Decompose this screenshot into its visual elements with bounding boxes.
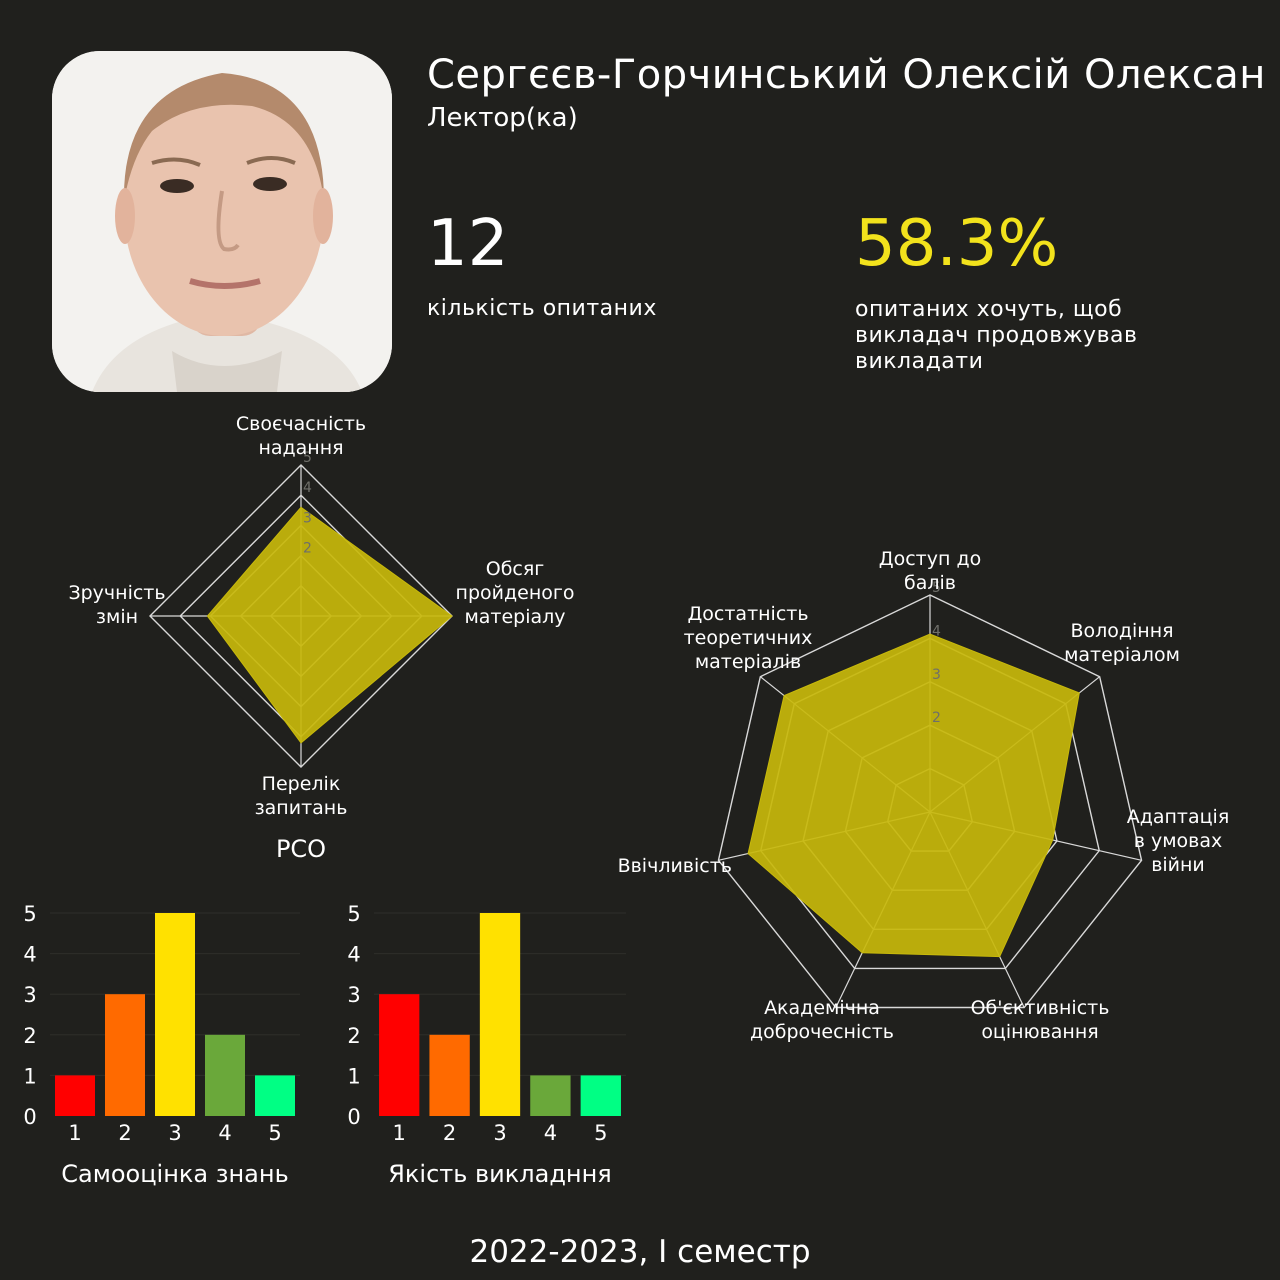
radar-axis-label: змін — [96, 606, 138, 628]
bar-ytick-label: 2 — [23, 1024, 36, 1048]
radar-axis-label: оцінювання — [981, 1021, 1098, 1043]
bar-ytick-label: 3 — [23, 983, 36, 1007]
radar-axis-label: Обсяг — [486, 558, 545, 580]
radar-axis-label: Перелік — [262, 773, 341, 795]
person-portrait-photo-icon — [52, 51, 392, 392]
bar-2 — [105, 994, 145, 1116]
bar-xtick-label: 4 — [544, 1121, 557, 1145]
lecturer-role: Лектор(ка) — [427, 103, 578, 133]
lecturer-name: Сергєєв-Горчинський Олексій Олексан — [427, 52, 1266, 98]
bar-4 — [205, 1034, 245, 1116]
bar-chart-teaching-quality: 0 1 2 3 4 5 1 2 3 4 5 Якість викладння — [347, 902, 626, 1188]
bar-ytick-label: 5 — [23, 902, 36, 926]
radar-axis-label: Академічна — [764, 997, 880, 1019]
radar-tick-label: 5 — [303, 450, 312, 466]
radar-grid-ring — [717, 594, 1143, 1009]
radar-tick-label: 4 — [932, 623, 941, 639]
radar-axis-label: Володіння — [1070, 620, 1173, 642]
radar-axis-label: надання — [258, 437, 343, 459]
radar-data-area — [747, 633, 1080, 958]
bar-xtick-label: 4 — [218, 1121, 231, 1145]
radar-axis-label: запитань — [255, 797, 348, 819]
radar-axis-label: пройденого — [456, 582, 575, 604]
respondents-count-label: кількість опитаних — [427, 296, 657, 321]
bar-xtick-label: 3 — [168, 1121, 181, 1145]
radar-axis-label: балів — [904, 572, 956, 594]
respondents-count: 12 — [427, 207, 509, 281]
radar-tick-label: 2 — [932, 710, 941, 726]
bar-ytick-label: 1 — [347, 1064, 360, 1088]
radar-tick-label: 3 — [303, 510, 312, 526]
radar-chart-title: РСО — [276, 835, 326, 863]
bar-xtick-label: 2 — [118, 1121, 131, 1145]
bar-2 — [429, 1034, 470, 1116]
bar-xtick-label: 3 — [493, 1121, 506, 1145]
bar-xtick-label: 1 — [393, 1121, 406, 1145]
radar-axis-label: Своєчасність — [236, 413, 366, 435]
bar-xtick-label: 5 — [268, 1121, 281, 1145]
radar-axis-label: теоретичних — [684, 627, 813, 649]
bar-5 — [255, 1075, 295, 1116]
radar-axis-label: Зручність — [68, 582, 165, 604]
bar-chart-title: Якість викладння — [388, 1160, 612, 1188]
radar-axis-label: війни — [1151, 854, 1205, 876]
semester-footer: 2022-2023, І семестр — [469, 1234, 811, 1270]
radar-tick-label: 2 — [303, 541, 312, 557]
continue-percentage-label: опитаних хочуть, щоб викладач продовжува… — [855, 297, 1138, 374]
bar-5 — [580, 1075, 621, 1116]
radar-axis-label: матеріалу — [464, 606, 565, 628]
bar-ytick-label: 2 — [347, 1024, 360, 1048]
bar-1 — [379, 994, 420, 1116]
bar-ytick-label: 0 — [347, 1105, 360, 1129]
bar-1 — [55, 1075, 95, 1116]
radar-tick-label: 4 — [303, 480, 312, 496]
continue-percentage: 58.3% — [855, 207, 1059, 281]
lecturer-photo — [52, 51, 392, 392]
radar-axis-label: Доступ до — [879, 548, 981, 570]
bar-xtick-label: 2 — [443, 1121, 456, 1145]
bar-chart-self-assessment: 0 1 2 3 4 5 1 2 3 4 5 Самооцінка знань — [23, 902, 300, 1188]
bar-3 — [479, 913, 521, 1116]
bar-4 — [530, 1075, 571, 1116]
radar-axis-label: в умовах — [1134, 830, 1223, 852]
bar-ytick-label: 4 — [23, 943, 36, 967]
radar-tick-label: 5 — [932, 580, 941, 596]
bar-ytick-label: 0 — [23, 1105, 36, 1129]
radar-axis-label: Адаптація — [1127, 806, 1230, 828]
radar-axis-label: Ввічливість — [618, 855, 732, 877]
bar-ytick-label: 1 — [23, 1064, 36, 1088]
bar-ytick-label: 5 — [347, 902, 360, 926]
bar-ytick-label: 4 — [347, 943, 360, 967]
bar-ytick-label: 3 — [347, 983, 360, 1007]
bar-3 — [155, 913, 195, 1116]
radar-axis-label: матеріалом — [1064, 644, 1180, 666]
radar-axis-label: доброчесність — [750, 1021, 894, 1043]
bar-xtick-label: 1 — [68, 1121, 81, 1145]
bar-chart-title: Самооцінка знань — [61, 1160, 288, 1188]
radar-axis-label: Достатність — [687, 603, 808, 625]
bar-xtick-label: 5 — [594, 1121, 607, 1145]
radar-tick-label: 3 — [932, 667, 941, 683]
radar-data-area — [206, 506, 453, 744]
radar-axis-label: матеріалів — [695, 651, 801, 673]
radar-axis-label: Об'єктивність — [971, 997, 1110, 1019]
